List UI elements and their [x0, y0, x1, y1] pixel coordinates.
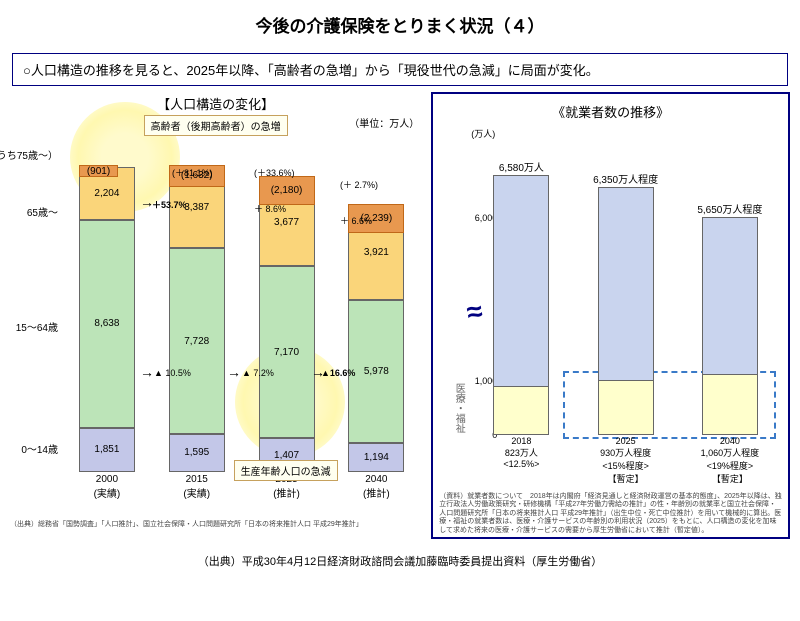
arrow-icon: →: [140, 194, 154, 210]
pct-label: ▲ 7.2%: [242, 368, 274, 378]
bar-segment: 5,978: [348, 300, 404, 443]
y-axis-label: （うち75歳～）: [0, 147, 62, 162]
pct-label: (＋ 2.7%): [340, 178, 378, 191]
summary-box: ○人口構造の推移を見ると、2025年以降、「高齢者の急増」から「現役世代の急減」…: [12, 53, 788, 86]
bar-bottom-label: 2018823万人<12.5%>: [503, 436, 539, 469]
right-bar: 5,650万人程度20401,060万人程度<19%程度>【暫定】: [702, 217, 758, 435]
page-title: 今後の介護保険をとりまく状況（４）: [0, 0, 800, 49]
right-bar: 6,350万人程度2025930万人程度<15%程度>【暫定】: [598, 187, 654, 435]
medical-segment: [703, 374, 757, 434]
left-chart-column: 【人口構造の変化】 高齢者（後期高齢者）の急増 （単位：万人） （うち75歳～）…: [10, 92, 421, 539]
medical-segment: [494, 386, 548, 434]
bar-segment: 7,728: [169, 248, 225, 433]
bar-top-label: 6,580万人: [499, 159, 544, 174]
bar-column: 1,4077,1703,677(2,180)2025(推計): [259, 178, 315, 472]
right-bar: 6,580万人2018823万人<12.5%>: [493, 175, 549, 435]
right-chart-title: 《就業者数の推移》: [439, 102, 782, 121]
right-bars: 6,580万人2018823万人<12.5%> 6,350万人程度2025930万…: [469, 135, 782, 435]
pct-label: ▲ 10.5%: [154, 368, 191, 378]
pct-label: ＋ 8.6%: [254, 202, 286, 215]
pct-label: (＋33.6%): [254, 166, 295, 179]
right-source: （資料）就業者数について 2018年は内閣府「経済見通しと経済財政運営の基本的態…: [439, 493, 782, 535]
y-axis-label: 65歳～: [27, 204, 62, 219]
left-unit: （単位：万人）: [349, 115, 419, 130]
y-axis-label: 0～14歳: [21, 441, 62, 456]
arrow-icon: →: [311, 364, 325, 380]
bar-segment: (901): [79, 165, 118, 177]
right-chart-area: (万人) 6,0001,0000 ≈ 医療・福祉 6,580万人2018823万…: [469, 123, 782, 453]
bar-column: 1,1945,9783,921(2,239)2040(推計): [348, 206, 404, 472]
pct-label: (＋81.1%): [172, 166, 213, 179]
right-chart-column: 《就業者数の推移》 (万人) 6,0001,0000 ≈ 医療・福祉 6,580…: [431, 92, 790, 539]
pct-label: ＋53.7%: [152, 198, 187, 211]
arrow-icon: →: [140, 364, 154, 380]
left-chart-area: （うち75歳～）65歳～15～64歳0～14歳 1,8518,6382,204(…: [62, 136, 421, 496]
bar-top-label: 6,350万人程度: [593, 171, 658, 186]
bar-segment: 8,638: [79, 220, 135, 427]
bar-top-label: 5,650万人程度: [697, 201, 762, 216]
bar-column: 1,8518,6382,204(901)2000(実績): [79, 167, 135, 472]
bottom-annotation-wrap: 生産年齢人口の急減: [10, 460, 421, 481]
top-annotation-wrap: 高齢者（後期高齢者）の急増 （単位：万人）: [10, 115, 421, 136]
left-chart-title: 【人口構造の変化】: [10, 94, 421, 113]
bar-segment: (2,180): [259, 176, 315, 205]
y-axis-label: 15～64歳: [16, 319, 62, 334]
medical-segment: [599, 380, 653, 434]
content: 【人口構造の変化】 高齢者（後期高齢者）の急増 （単位：万人） （うち75歳～）…: [0, 86, 800, 539]
bottom-source: （出典）平成30年4月12日経済財政諮問会議加藤臨時委員提出資料（厚生労働省）: [0, 553, 800, 569]
annotation-bottom: 生産年齢人口の急減: [234, 460, 338, 481]
bar-segment: 7,170: [259, 266, 315, 438]
bar-bottom-label: 2025930万人程度<15%程度>【暫定】: [600, 436, 651, 485]
pct-label: ▲16.6%: [321, 368, 355, 378]
bar-bottom-label: 20401,060万人程度<19%程度>【暫定】: [701, 436, 760, 485]
bar-column: 1,5957,7283,387(1,632)2015(実績): [169, 167, 225, 472]
pct-label: ＋ 6.6%: [340, 214, 372, 227]
arrow-icon: →: [227, 364, 241, 380]
left-source: （出典）総務省「国勢調査」「人口推計」、国立社会保障・人口問題研究所「日本の将来…: [10, 521, 421, 529]
medical-label: 医療・福祉: [451, 383, 466, 433]
left-bars: 1,8518,6382,204(901)2000(実績) 1,5957,7283,…: [62, 142, 421, 472]
annotation-top: 高齢者（後期高齢者）の急増: [144, 115, 288, 136]
